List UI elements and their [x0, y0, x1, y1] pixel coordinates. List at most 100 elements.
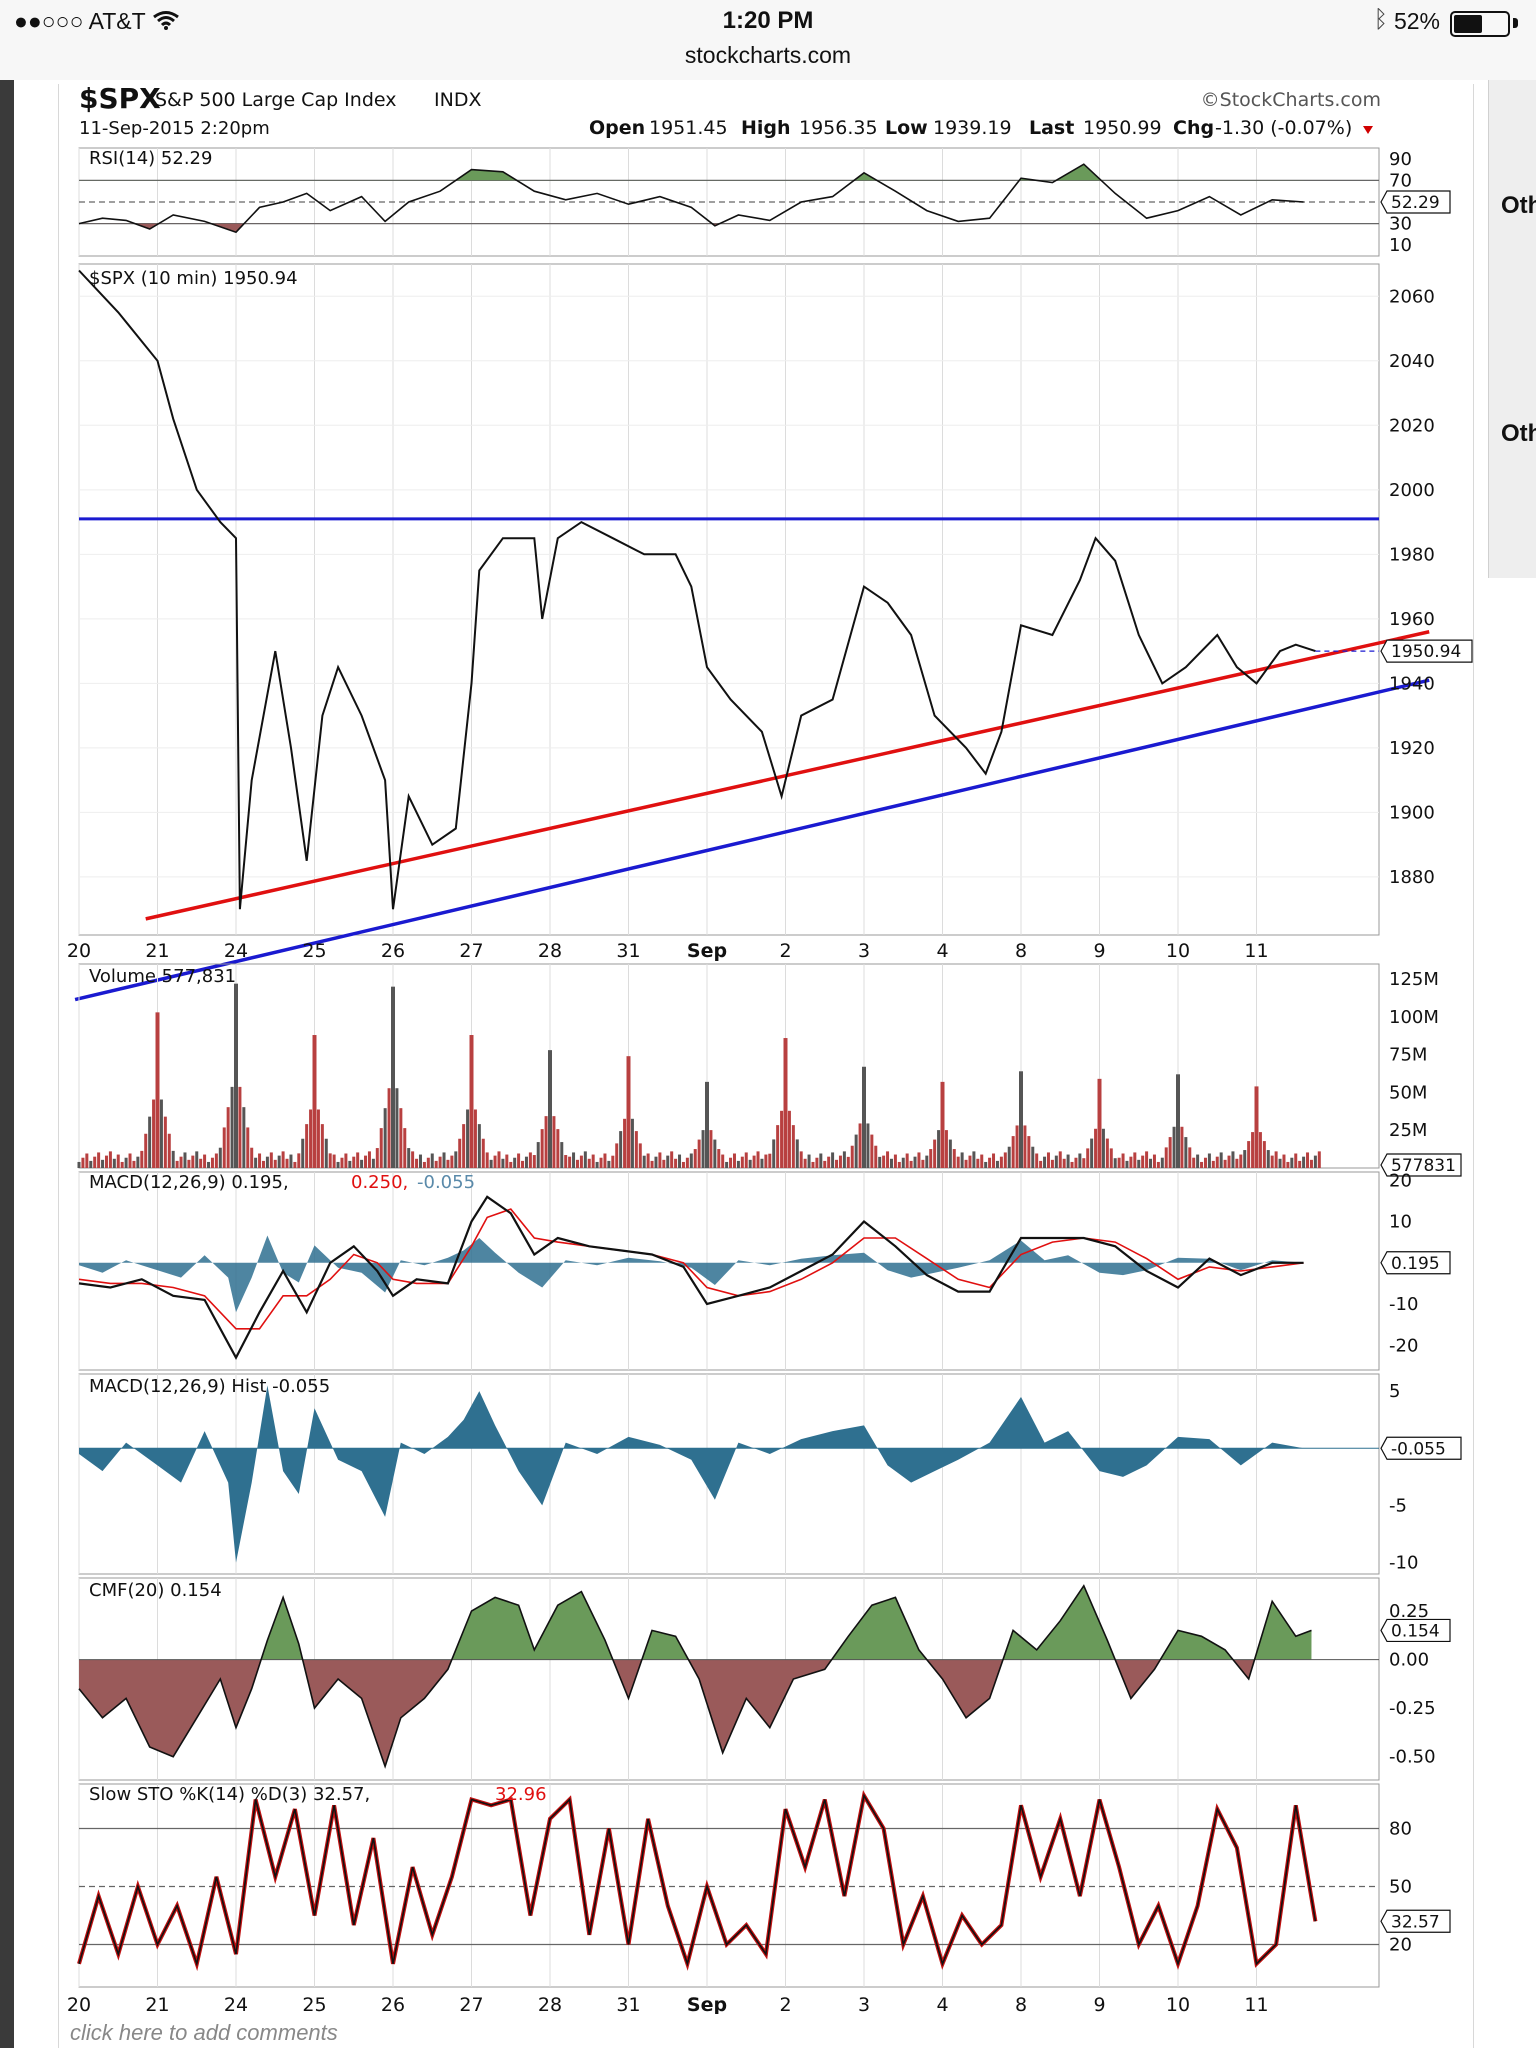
url-label[interactable]: stockcharts.com: [684, 42, 852, 68]
volume-spike-1: [234, 983, 238, 1168]
sto-xtick-0: 20: [67, 1994, 91, 2014]
volume-bar: [1278, 1158, 1282, 1168]
cmf-current-tag: 0.154: [1391, 1621, 1440, 1641]
volume-bar: [1011, 1136, 1015, 1168]
volume-bar: [721, 1154, 725, 1168]
volume-bar: [1188, 1147, 1192, 1168]
volume-bar: [964, 1159, 968, 1168]
price-xtick-11: 4: [936, 940, 948, 962]
volume-bar: [1113, 1158, 1117, 1168]
side-label-2[interactable]: Oth: [1501, 420, 1536, 447]
volume-ytick-0: 125M: [1389, 969, 1439, 990]
volume-bar: [1066, 1154, 1070, 1168]
volume-bar: [210, 1157, 214, 1168]
change-down-arrow-icon: [1363, 126, 1373, 134]
histogram-ytick-0: 5: [1389, 1381, 1400, 1402]
volume-bar: [948, 1139, 952, 1168]
volume-bar: [532, 1155, 536, 1168]
stochastic-current-tag-box: [1380, 1909, 1451, 1933]
status-bar: ●●○○○ AT&T 1:20 PM ᛒ 52% stockcharts.com: [0, 0, 1536, 80]
volume-bar: [658, 1152, 662, 1168]
volume-bar: [607, 1160, 611, 1168]
volume-bar: [886, 1151, 890, 1168]
volume-bar: [1149, 1158, 1153, 1168]
volume-bar: [238, 1086, 242, 1168]
volume-spike-8: [783, 1038, 788, 1168]
volume-bar: [246, 1127, 250, 1168]
price-xtick-6: 28: [538, 940, 562, 962]
header-exchange: INDX: [434, 89, 481, 111]
volume-bar: [685, 1157, 689, 1168]
volume-bar: [521, 1160, 525, 1168]
volume-bar: [517, 1153, 521, 1168]
volume-bar: [1156, 1161, 1160, 1168]
macd-panel-frame: [78, 1171, 1380, 1371]
volume-bar: [921, 1159, 925, 1168]
volume-bar: [744, 1152, 748, 1168]
volume-bar: [1070, 1161, 1074, 1168]
rsi-oversold-fill: [134, 223, 720, 233]
volume-bar: [1074, 1157, 1078, 1168]
volume-bar: [984, 1161, 988, 1168]
volume-bar: [619, 1131, 623, 1168]
volume-bar: [642, 1155, 646, 1168]
volume-bar: [89, 1160, 93, 1168]
volume-bar: [269, 1152, 273, 1168]
volume-bar: [1168, 1137, 1172, 1168]
volume-bar: [1235, 1158, 1239, 1168]
volume-bar: [171, 1150, 175, 1168]
volume-bar: [564, 1155, 568, 1168]
sto-xtick-14: 10: [1166, 1994, 1190, 2014]
volume-ytick-3: 50M: [1389, 1082, 1427, 1103]
volume-bar: [383, 1108, 387, 1168]
price-ytick-9: 1880: [1389, 867, 1435, 888]
volume-bar: [870, 1134, 874, 1168]
blue-trendline: [74, 678, 1430, 1002]
volume-bar: [623, 1118, 627, 1168]
volume-bar: [513, 1157, 517, 1168]
price-current-tag-box: [1380, 639, 1473, 663]
volume-bar: [1294, 1153, 1298, 1168]
volume-bar: [823, 1160, 827, 1168]
volume-bar: [434, 1160, 438, 1168]
macd-hist-value: -0.055: [417, 1172, 475, 1193]
side-panel[interactable]: Oth Oth: [1488, 80, 1536, 578]
header-open-label: Open: [589, 117, 645, 139]
volume-bar: [670, 1151, 674, 1168]
volume-bar: [536, 1142, 540, 1168]
volume-bar: [297, 1153, 301, 1168]
volume-bar: [748, 1159, 752, 1168]
volume-bar: [1152, 1154, 1156, 1168]
volume-bar: [1129, 1156, 1133, 1168]
volume-bar: [905, 1153, 909, 1168]
volume-bar: [1251, 1132, 1255, 1168]
volume-bar: [207, 1161, 211, 1168]
volume-bar: [776, 1125, 780, 1168]
cmf-positive-fill: [261, 1585, 1312, 1660]
macd-label: MACD(12,26,9) 0.195,: [89, 1172, 289, 1193]
header-last: 1950.99: [1083, 117, 1162, 139]
add-comments-link[interactable]: click here to add comments: [70, 2020, 338, 2045]
volume-bar: [736, 1160, 740, 1168]
volume-bar: [1121, 1153, 1125, 1168]
histogram-area: [79, 1385, 1304, 1563]
volume-bar: [772, 1139, 776, 1168]
volume-bar: [501, 1158, 505, 1168]
volume-bar: [1101, 1128, 1105, 1168]
stochastic-panel-frame: [78, 1783, 1380, 1988]
macd-ytick-1: 10: [1389, 1212, 1412, 1233]
volume-bar: [583, 1151, 587, 1168]
volume-bar: [320, 1124, 324, 1168]
volume-bar: [1172, 1126, 1176, 1168]
volume-spike-6: [626, 1056, 631, 1168]
bluetooth-icon: ᛒ: [1373, 6, 1388, 33]
sto-xtick-13: 9: [1093, 1994, 1105, 2014]
volume-bar: [218, 1147, 222, 1168]
volume-spike-2: [312, 1035, 317, 1168]
volume-bar: [897, 1161, 901, 1168]
side-label-1[interactable]: Oth: [1501, 192, 1536, 219]
sto-xtick-7: 31: [616, 1994, 640, 2014]
volume-bar: [340, 1157, 344, 1168]
volume-spike-7: [705, 1081, 709, 1168]
